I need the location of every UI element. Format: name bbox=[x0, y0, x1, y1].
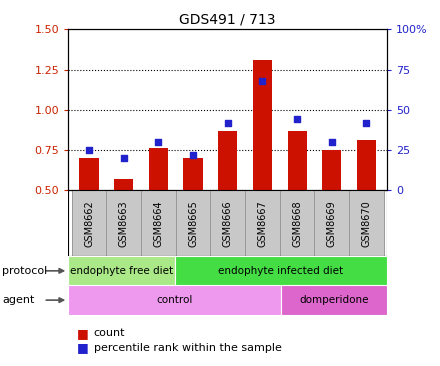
Text: GSM8667: GSM8667 bbox=[257, 200, 268, 247]
Text: control: control bbox=[156, 295, 193, 305]
Text: endophyte infected diet: endophyte infected diet bbox=[218, 266, 344, 276]
Text: GSM8668: GSM8668 bbox=[292, 200, 302, 247]
Bar bbox=[72, 190, 106, 256]
Text: domperidone: domperidone bbox=[299, 295, 369, 305]
Point bbox=[190, 152, 197, 158]
Bar bbox=[287, 131, 307, 190]
Text: protocol: protocol bbox=[2, 266, 48, 276]
Bar bbox=[68, 285, 281, 315]
Bar bbox=[280, 190, 315, 256]
Text: GSM8665: GSM8665 bbox=[188, 200, 198, 247]
Bar bbox=[210, 190, 245, 256]
Point bbox=[155, 139, 162, 145]
Bar bbox=[141, 190, 176, 256]
Point bbox=[328, 139, 335, 145]
Bar bbox=[218, 131, 237, 190]
Text: ■: ■ bbox=[77, 326, 89, 340]
Text: GSM8664: GSM8664 bbox=[154, 200, 163, 247]
Point bbox=[363, 120, 370, 126]
Title: GDS491 / 713: GDS491 / 713 bbox=[180, 13, 276, 27]
Bar bbox=[176, 190, 210, 256]
Bar bbox=[349, 190, 384, 256]
Text: GSM8669: GSM8669 bbox=[327, 200, 337, 247]
Point bbox=[259, 78, 266, 84]
Text: GSM8666: GSM8666 bbox=[223, 200, 233, 247]
Bar bbox=[68, 256, 175, 285]
Text: GSM8670: GSM8670 bbox=[361, 200, 371, 247]
Bar bbox=[315, 190, 349, 256]
Point bbox=[293, 116, 301, 122]
Text: agent: agent bbox=[2, 295, 35, 305]
Bar bbox=[322, 150, 341, 190]
Text: count: count bbox=[94, 328, 125, 338]
Text: percentile rank within the sample: percentile rank within the sample bbox=[94, 343, 282, 353]
Bar bbox=[253, 60, 272, 190]
Point bbox=[120, 155, 127, 161]
Text: GSM8662: GSM8662 bbox=[84, 200, 94, 247]
Point bbox=[224, 120, 231, 126]
Bar bbox=[114, 179, 133, 190]
Bar bbox=[183, 158, 202, 190]
Bar bbox=[357, 141, 376, 190]
Point bbox=[85, 147, 92, 153]
Bar bbox=[106, 190, 141, 256]
Bar bbox=[281, 285, 387, 315]
Bar bbox=[245, 190, 280, 256]
Text: GSM8663: GSM8663 bbox=[119, 200, 128, 247]
Bar bbox=[80, 158, 99, 190]
Bar bbox=[149, 149, 168, 190]
Text: endophyte free diet: endophyte free diet bbox=[70, 266, 173, 276]
Text: ■: ■ bbox=[77, 341, 89, 354]
Bar bbox=[175, 256, 387, 285]
